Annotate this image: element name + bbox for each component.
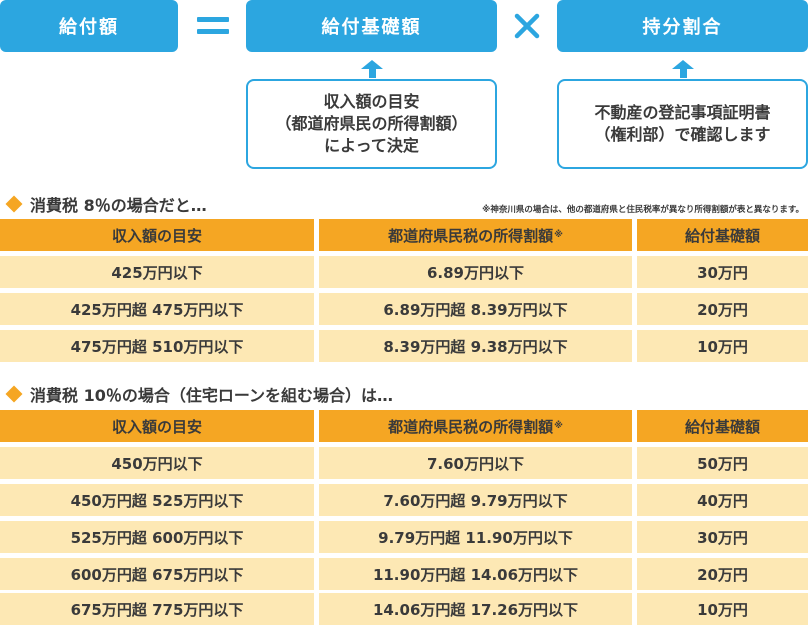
benefit-amount-box: 給付額	[0, 0, 178, 52]
base-amount-label: 給付基礎額	[321, 17, 422, 38]
note-mark: ※	[554, 230, 563, 240]
cell-base: 50万円	[637, 447, 808, 479]
section-title-text: 消費税 10％の場合（住宅ローンを組む場合）は…	[30, 386, 394, 405]
cell-base: 30万円	[637, 521, 808, 553]
footnote: ※神奈川県の場合は、他の都道府県と住民税率が異なり所得割額が表と異なります。	[482, 205, 804, 215]
cell-income: 675万円超 775万円以下	[0, 593, 314, 625]
share-ratio-label: 持分割合	[642, 17, 723, 38]
arrow-up-icon	[671, 60, 695, 78]
table-header-row: 収入額の目安 都道府県民税の所得割額 ※ 給付基礎額	[0, 219, 808, 251]
header-base: 給付基礎額	[637, 219, 808, 251]
header-income: 収入額の目安	[0, 219, 314, 251]
cell-tax: 9.79万円超 11.90万円以下	[319, 521, 632, 553]
cell-tax: 8.39万円超 9.38万円以下	[319, 330, 632, 362]
cell-tax: 6.89万円以下	[319, 256, 632, 288]
header-tax: 都道府県民税の所得割額 ※	[319, 410, 632, 442]
table-row: 600万円超 675万円以下 11.90万円超 14.06万円以下 20万円	[0, 558, 808, 590]
benefit-amount-label: 給付額	[59, 17, 119, 38]
share-ratio-note: 不動産の登記事項証明書 （権利部）で確認します	[557, 79, 808, 169]
base-amount-note: 収入額の目安 （都道府県民の所得割額） によって決定	[246, 79, 497, 169]
diamond-bullet-icon	[5, 195, 23, 213]
note-line: によって決定	[324, 136, 419, 155]
cell-base: 40万円	[637, 484, 808, 516]
table-row: 450万円超 525万円以下 7.60万円超 9.79万円以下 40万円	[0, 484, 808, 516]
arrow-up-icon	[360, 60, 384, 78]
cell-tax: 7.60万円超 9.79万円以下	[319, 484, 632, 516]
cell-income: 475万円超 510万円以下	[0, 330, 314, 362]
cell-tax: 7.60万円以下	[319, 447, 632, 479]
note-line: 収入額の目安	[323, 92, 420, 111]
header-tax: 都道府県民税の所得割額 ※	[319, 219, 632, 251]
cell-base: 20万円	[637, 558, 808, 590]
cell-base: 30万円	[637, 256, 808, 288]
base-amount-box: 給付基礎額	[246, 0, 497, 52]
table-row: 525万円超 600万円以下 9.79万円超 11.90万円以下 30万円	[0, 521, 808, 553]
note-line: （権利部）で確認します	[594, 125, 771, 144]
table-row: 675万円超 775万円以下 14.06万円超 17.26万円以下 10万円	[0, 593, 808, 625]
cell-income: 525万円超 600万円以下	[0, 521, 314, 553]
cell-income: 425万円超 475万円以下	[0, 293, 314, 325]
note-line: （都道府県民の所得割額）	[275, 114, 468, 133]
cell-income: 600万円超 675万円以下	[0, 558, 314, 590]
cell-income: 450万円以下	[0, 447, 314, 479]
table-row: 425万円超 475万円以下 6.89万円超 8.39万円以下 20万円	[0, 293, 808, 325]
cell-income: 450万円超 525万円以下	[0, 484, 314, 516]
cell-base: 20万円	[637, 293, 808, 325]
section-title-text: 消費税 8％の場合だと…	[30, 196, 207, 215]
cell-base: 10万円	[637, 330, 808, 362]
table-header-row: 収入額の目安 都道府県民税の所得割額 ※ 給付基礎額	[0, 410, 808, 442]
cell-tax: 6.89万円超 8.39万円以下	[319, 293, 632, 325]
cell-tax: 11.90万円超 14.06万円以下	[319, 558, 632, 590]
table-row: 475万円超 510万円以下 8.39万円超 9.38万円以下 10万円	[0, 330, 808, 362]
header-income: 収入額の目安	[0, 410, 314, 442]
note-line: 不動産の登記事項証明書	[594, 103, 771, 122]
times-sign	[505, 0, 549, 52]
section-title-10pct: 消費税 10％の場合（住宅ローンを組む場合）は…	[5, 382, 394, 406]
table-row: 425万円以下 6.89万円以下 30万円	[0, 256, 808, 288]
table-row: 450万円以下 7.60万円以下 50万円	[0, 447, 808, 479]
diamond-bullet-icon	[5, 385, 23, 403]
cell-tax: 14.06万円超 17.26万円以下	[319, 593, 632, 625]
note-mark: ※	[554, 421, 563, 431]
header-base: 給付基礎額	[637, 410, 808, 442]
cell-income: 425万円以下	[0, 256, 314, 288]
section-title-8pct: 消費税 8％の場合だと…	[5, 192, 207, 216]
times-icon	[514, 13, 540, 39]
cell-base: 10万円	[637, 593, 808, 625]
share-ratio-box: 持分割合	[557, 0, 808, 52]
